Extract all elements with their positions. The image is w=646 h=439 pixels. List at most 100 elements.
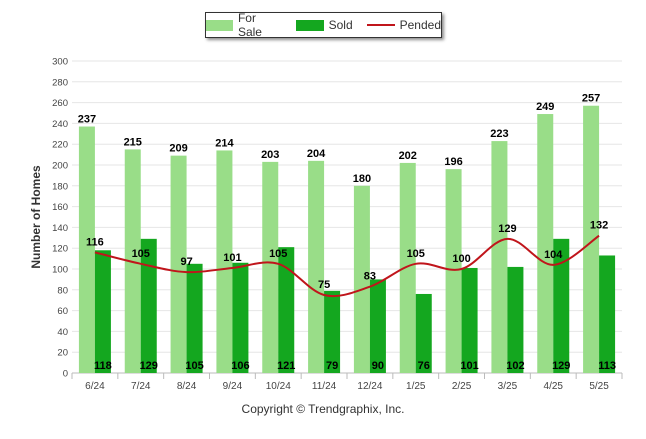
y-tick-label: 40 xyxy=(57,327,68,338)
y-tick-label: 120 xyxy=(52,244,68,255)
data-label-for-sale: 237 xyxy=(78,114,96,126)
bar-sold xyxy=(461,267,478,373)
data-label-pended: 105 xyxy=(269,248,287,260)
bar-sold xyxy=(599,255,616,373)
y-tick-label: 180 xyxy=(52,181,68,192)
x-tick-label: 2/25 xyxy=(452,381,472,392)
data-label-pended: 116 xyxy=(86,236,104,248)
bar-sold xyxy=(507,266,524,373)
data-label-sold: 90 xyxy=(372,360,384,372)
data-label-pended: 83 xyxy=(364,271,376,283)
data-label-for-sale: 203 xyxy=(261,149,279,161)
data-label-pended: 129 xyxy=(498,223,516,235)
data-label-for-sale: 209 xyxy=(169,143,187,155)
bar-for-sale xyxy=(308,160,325,373)
legend: For Sale Sold Pended xyxy=(205,11,442,39)
y-axis-label: Number of Homes xyxy=(29,165,43,269)
bar-sold xyxy=(140,238,157,373)
bar-for-sale xyxy=(216,150,233,373)
data-label-pended: 101 xyxy=(223,252,241,264)
x-tick-label: 5/25 xyxy=(589,381,609,392)
y-tick-label: 100 xyxy=(52,265,68,276)
x-tick-label: 3/25 xyxy=(498,381,518,392)
data-label-for-sale: 249 xyxy=(536,101,554,113)
data-label-for-sale: 223 xyxy=(490,128,508,140)
y-tick-label: 220 xyxy=(52,140,68,151)
y-tick-label: 200 xyxy=(52,161,68,172)
y-tick-label: 80 xyxy=(57,285,68,296)
x-tick-label: 1/25 xyxy=(406,381,426,392)
data-label-sold: 101 xyxy=(460,360,478,372)
legend-label-sold: Sold xyxy=(328,18,353,32)
data-label-sold: 76 xyxy=(418,360,430,372)
y-tick-label: 20 xyxy=(57,348,68,359)
bar-sold xyxy=(94,250,111,373)
bar-sold xyxy=(186,263,203,373)
bar-for-sale xyxy=(445,169,462,373)
bar-for-sale xyxy=(170,155,187,373)
data-label-sold: 129 xyxy=(552,360,570,372)
legend-label-for-sale: For Sale xyxy=(237,11,262,39)
bar-for-sale xyxy=(537,114,554,373)
x-tick-label: 10/24 xyxy=(266,381,291,392)
x-tick-label: 8/24 xyxy=(177,381,197,392)
x-tick-label: 9/24 xyxy=(223,381,243,392)
y-tick-label: 280 xyxy=(52,77,68,88)
data-label-pended: 104 xyxy=(544,249,563,261)
data-label-for-sale: 204 xyxy=(307,148,326,160)
y-tick-label: 140 xyxy=(52,223,68,234)
x-tick-label: 7/24 xyxy=(131,381,151,392)
legend-item-sold[interactable]: Sold xyxy=(295,18,353,32)
data-label-sold: 105 xyxy=(185,360,203,372)
y-tick-label: 260 xyxy=(52,98,68,109)
copyright-text: Copyright © Trendgraphix, Inc. xyxy=(241,402,405,416)
bar-sold xyxy=(553,238,570,373)
y-tick-label: 0 xyxy=(63,369,68,380)
bar-for-sale xyxy=(78,126,95,374)
bar-for-sale xyxy=(399,162,416,373)
y-tick-label: 160 xyxy=(52,202,68,213)
x-tick-label: 4/25 xyxy=(544,381,564,392)
legend-swatch-sold xyxy=(295,19,324,31)
data-label-pended: 100 xyxy=(452,253,470,265)
y-tick-label: 60 xyxy=(57,306,68,317)
data-label-sold: 118 xyxy=(94,360,112,372)
bar-sold xyxy=(415,293,432,373)
line-pended xyxy=(94,234,600,298)
bar-sold xyxy=(324,290,341,373)
data-label-for-sale: 180 xyxy=(353,173,371,185)
bar-sold xyxy=(232,262,249,373)
x-tick-label: 11/24 xyxy=(312,381,337,392)
bar-for-sale xyxy=(583,105,600,373)
data-label-sold: 102 xyxy=(506,360,524,372)
data-label-sold: 79 xyxy=(326,360,338,372)
legend-label-pended: Pended xyxy=(399,18,441,32)
data-label-pended: 105 xyxy=(132,248,150,260)
bar-sold xyxy=(278,247,295,373)
bar-for-sale xyxy=(353,185,370,373)
bar-for-sale xyxy=(491,141,508,373)
x-tick-label: 12/24 xyxy=(357,381,382,392)
data-label-sold: 106 xyxy=(231,360,249,372)
data-label-pended: 132 xyxy=(590,220,608,232)
y-tick-label: 300 xyxy=(52,57,68,68)
y-tick-label: 240 xyxy=(52,119,68,130)
data-label-pended: 97 xyxy=(180,256,192,268)
data-label-sold: 121 xyxy=(277,360,295,372)
data-label-for-sale: 196 xyxy=(444,156,462,168)
data-label-for-sale: 257 xyxy=(582,93,600,105)
bar-for-sale xyxy=(262,161,279,373)
data-label-for-sale: 214 xyxy=(215,137,234,149)
data-label-pended: 75 xyxy=(318,279,330,291)
data-label-for-sale: 202 xyxy=(399,150,417,162)
legend-item-for-sale[interactable]: For Sale xyxy=(206,11,282,39)
legend-swatch-for-sale xyxy=(206,19,233,31)
legend-swatch-pended xyxy=(366,24,395,26)
data-label-pended: 105 xyxy=(407,248,425,260)
data-label-sold: 113 xyxy=(598,360,616,372)
x-tick-label: 6/24 xyxy=(85,381,105,392)
data-label-for-sale: 215 xyxy=(124,136,142,148)
legend-item-pended[interactable]: Pended xyxy=(366,18,441,32)
